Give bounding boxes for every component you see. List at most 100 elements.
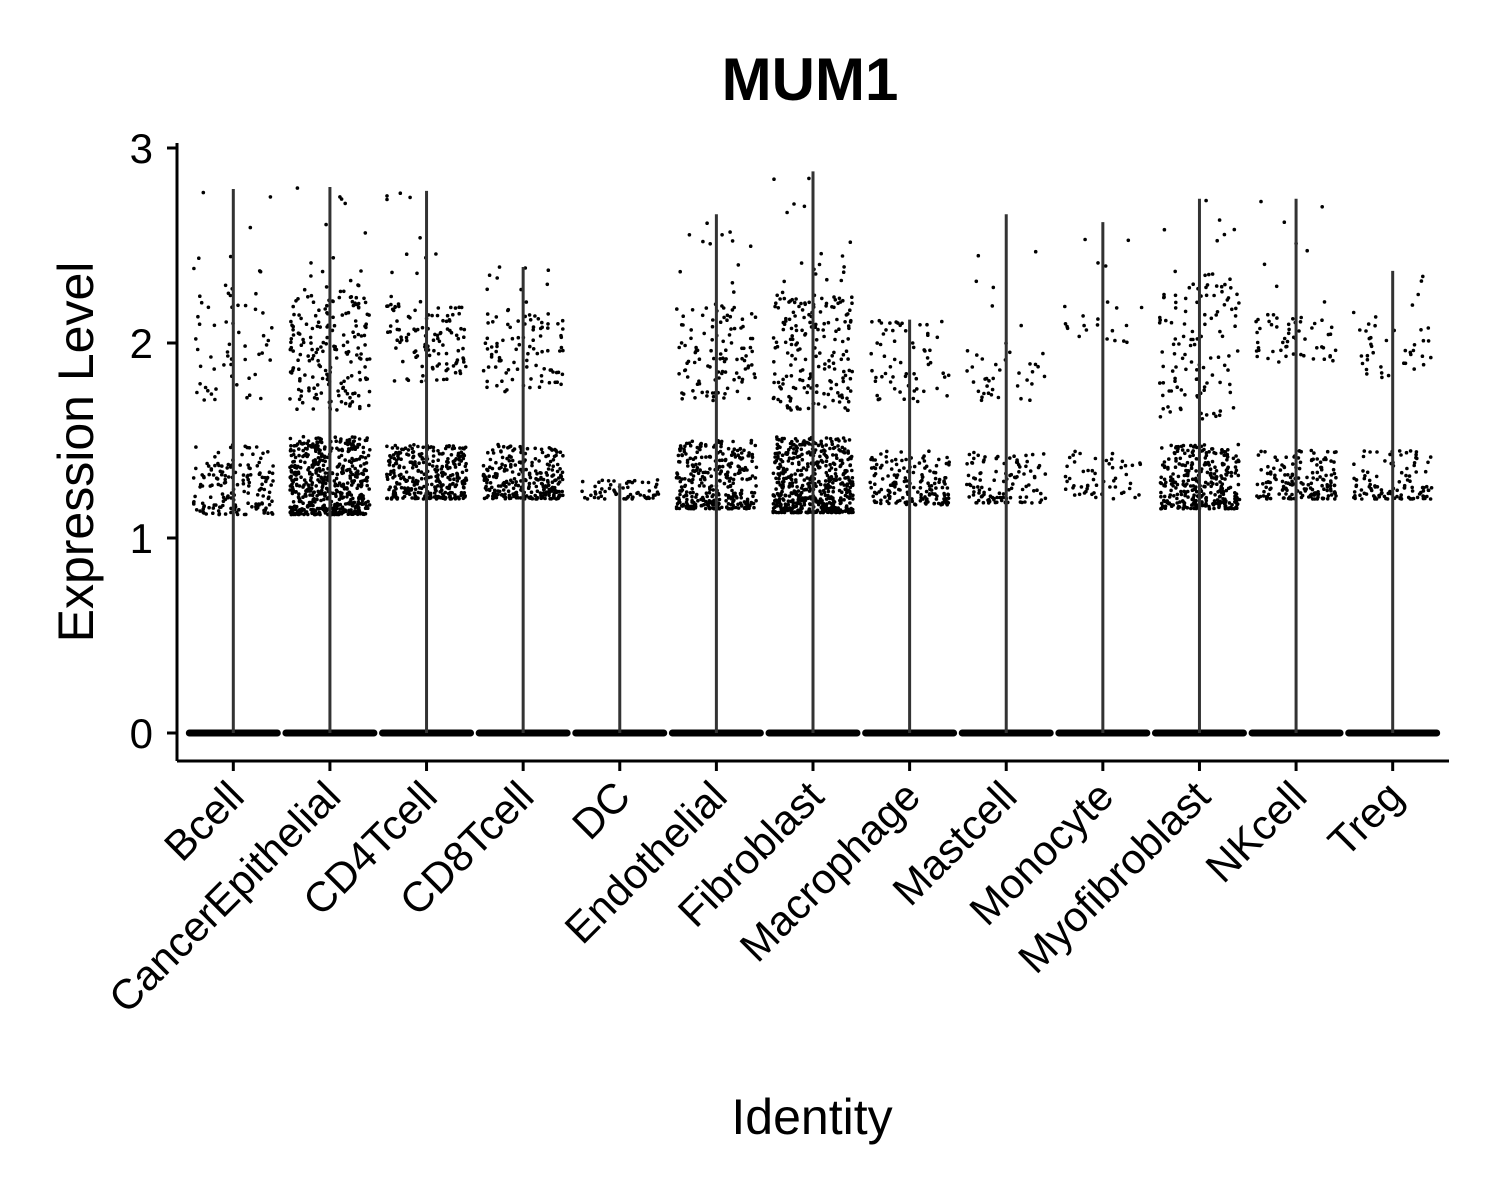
point bbox=[357, 495, 362, 500]
point bbox=[1163, 482, 1167, 487]
point bbox=[703, 443, 708, 447]
point bbox=[1028, 469, 1033, 473]
point bbox=[776, 472, 780, 476]
point bbox=[491, 495, 496, 499]
point bbox=[211, 506, 216, 510]
point bbox=[722, 396, 726, 400]
point bbox=[840, 445, 845, 450]
point bbox=[253, 372, 257, 377]
point bbox=[748, 476, 753, 481]
point bbox=[495, 276, 500, 280]
point bbox=[393, 305, 397, 310]
point bbox=[720, 464, 725, 469]
point bbox=[721, 356, 725, 361]
point bbox=[1328, 483, 1333, 488]
point bbox=[898, 488, 902, 492]
point bbox=[499, 493, 504, 497]
point bbox=[335, 472, 340, 477]
point bbox=[555, 462, 560, 467]
point bbox=[265, 475, 270, 480]
point bbox=[359, 352, 363, 356]
point bbox=[875, 341, 879, 345]
point bbox=[1236, 442, 1241, 447]
point bbox=[802, 501, 806, 505]
point bbox=[794, 328, 799, 333]
point bbox=[463, 494, 468, 498]
point bbox=[308, 471, 312, 476]
point bbox=[429, 475, 433, 479]
point bbox=[1123, 463, 1128, 468]
point bbox=[824, 463, 828, 468]
point bbox=[456, 336, 461, 341]
point bbox=[307, 386, 311, 390]
point bbox=[1112, 479, 1116, 483]
point bbox=[395, 446, 400, 450]
point bbox=[546, 268, 551, 273]
point bbox=[1286, 473, 1290, 477]
point bbox=[440, 492, 445, 496]
point bbox=[1018, 465, 1022, 469]
point bbox=[788, 445, 793, 450]
point bbox=[418, 236, 422, 240]
point bbox=[738, 447, 742, 451]
point bbox=[325, 335, 330, 340]
point bbox=[1395, 494, 1399, 499]
point bbox=[1409, 352, 1413, 357]
point bbox=[975, 353, 979, 357]
point bbox=[987, 487, 992, 492]
point bbox=[913, 502, 917, 507]
point bbox=[790, 297, 794, 302]
point bbox=[196, 314, 200, 319]
point bbox=[1298, 460, 1303, 465]
point bbox=[1166, 405, 1170, 409]
point bbox=[1291, 462, 1295, 466]
point bbox=[227, 342, 232, 347]
point bbox=[452, 446, 457, 451]
point bbox=[700, 390, 704, 395]
point bbox=[206, 388, 210, 393]
point bbox=[353, 301, 357, 306]
point bbox=[893, 480, 898, 485]
point bbox=[388, 460, 392, 465]
point bbox=[348, 402, 353, 406]
point bbox=[1169, 320, 1174, 325]
point bbox=[214, 387, 218, 391]
point bbox=[653, 485, 658, 489]
point bbox=[394, 346, 398, 350]
point bbox=[509, 478, 513, 483]
point bbox=[687, 233, 692, 237]
point bbox=[324, 222, 328, 227]
point bbox=[561, 348, 565, 353]
point bbox=[398, 191, 403, 195]
point bbox=[783, 493, 787, 498]
violin-group-Mastcell bbox=[958, 214, 1054, 737]
point bbox=[697, 462, 702, 466]
point bbox=[1377, 495, 1382, 499]
point bbox=[845, 396, 849, 401]
point bbox=[392, 379, 397, 383]
point bbox=[704, 455, 708, 459]
point bbox=[1079, 485, 1084, 489]
point bbox=[325, 303, 329, 308]
point bbox=[356, 283, 361, 288]
point bbox=[802, 386, 807, 390]
point bbox=[1183, 393, 1187, 397]
point bbox=[237, 507, 241, 512]
point bbox=[772, 380, 776, 385]
point bbox=[1109, 457, 1114, 461]
point bbox=[723, 392, 727, 396]
point bbox=[356, 305, 361, 309]
point bbox=[808, 487, 813, 491]
point bbox=[843, 469, 847, 473]
point bbox=[1384, 338, 1389, 343]
point bbox=[1373, 485, 1377, 489]
point bbox=[312, 444, 317, 449]
point bbox=[1329, 325, 1334, 330]
point bbox=[254, 505, 258, 509]
point bbox=[436, 458, 441, 463]
point bbox=[870, 320, 874, 324]
point bbox=[848, 463, 853, 467]
point bbox=[309, 293, 314, 298]
point bbox=[877, 397, 882, 401]
point bbox=[541, 477, 546, 482]
